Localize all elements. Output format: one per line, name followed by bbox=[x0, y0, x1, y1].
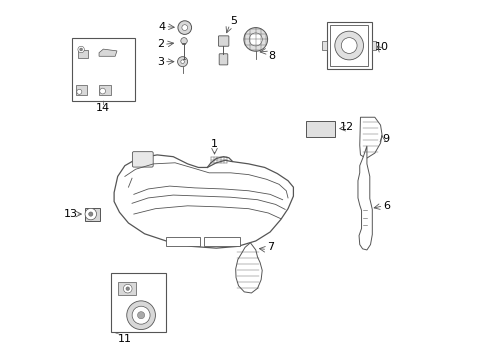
Bar bbox=[77, 50, 88, 58]
Circle shape bbox=[244, 28, 268, 51]
Bar bbox=[204, 237, 240, 246]
Text: 6: 6 bbox=[384, 201, 391, 211]
Bar bbox=[72, 39, 135, 101]
Text: 9: 9 bbox=[382, 134, 390, 144]
Bar bbox=[111, 273, 166, 332]
Circle shape bbox=[127, 301, 155, 329]
Circle shape bbox=[77, 89, 82, 94]
Circle shape bbox=[132, 306, 150, 324]
Polygon shape bbox=[99, 49, 117, 56]
Circle shape bbox=[335, 31, 364, 60]
Text: 11: 11 bbox=[118, 333, 132, 343]
Bar bbox=[322, 41, 327, 50]
Bar bbox=[99, 85, 111, 95]
FancyBboxPatch shape bbox=[219, 36, 229, 46]
Bar bbox=[306, 121, 335, 137]
Text: 14: 14 bbox=[97, 103, 110, 113]
Bar bbox=[119, 282, 136, 296]
Circle shape bbox=[126, 287, 129, 291]
Circle shape bbox=[100, 88, 105, 94]
Text: 13: 13 bbox=[64, 209, 78, 219]
Text: 8: 8 bbox=[269, 50, 275, 60]
Circle shape bbox=[182, 25, 188, 31]
FancyBboxPatch shape bbox=[132, 152, 153, 167]
Circle shape bbox=[123, 284, 132, 293]
Polygon shape bbox=[360, 117, 382, 158]
Text: 7: 7 bbox=[267, 242, 274, 252]
Circle shape bbox=[89, 212, 93, 216]
Bar bbox=[327, 22, 371, 69]
Text: 4: 4 bbox=[158, 22, 165, 32]
Circle shape bbox=[85, 208, 97, 220]
Polygon shape bbox=[236, 243, 262, 293]
Circle shape bbox=[181, 60, 184, 63]
Text: 1: 1 bbox=[211, 139, 218, 149]
Bar bbox=[166, 237, 200, 246]
Circle shape bbox=[138, 312, 145, 319]
Bar bbox=[330, 26, 368, 66]
Text: 5: 5 bbox=[230, 17, 237, 27]
Bar bbox=[85, 208, 100, 221]
Text: 12: 12 bbox=[340, 122, 354, 132]
Circle shape bbox=[78, 46, 84, 53]
Circle shape bbox=[177, 57, 188, 67]
Text: 3: 3 bbox=[157, 57, 164, 67]
Circle shape bbox=[80, 48, 82, 51]
Text: 2: 2 bbox=[157, 40, 164, 49]
Polygon shape bbox=[114, 155, 294, 248]
Circle shape bbox=[342, 38, 357, 53]
Circle shape bbox=[249, 33, 262, 46]
Circle shape bbox=[178, 21, 192, 35]
Text: 10: 10 bbox=[375, 42, 389, 52]
Circle shape bbox=[181, 38, 187, 44]
Bar bbox=[76, 85, 87, 95]
Polygon shape bbox=[358, 146, 372, 250]
FancyBboxPatch shape bbox=[219, 54, 228, 65]
Bar bbox=[371, 41, 376, 50]
